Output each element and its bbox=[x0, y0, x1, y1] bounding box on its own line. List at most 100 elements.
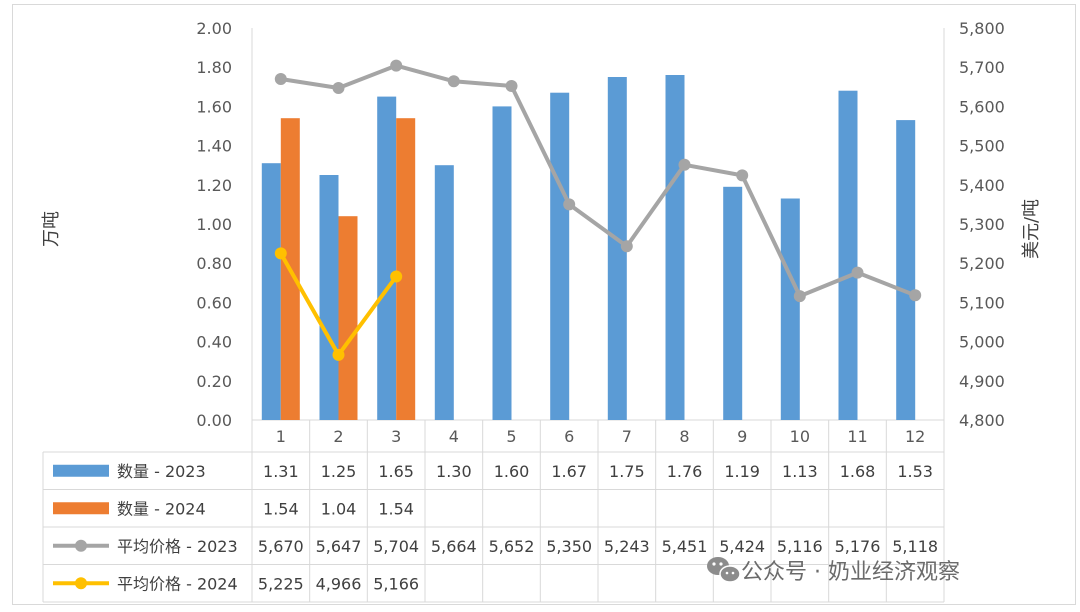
x-tick-label: 5 bbox=[506, 427, 516, 446]
point-price-2024 bbox=[274, 247, 287, 260]
data-label: 1.04 bbox=[321, 499, 357, 518]
bar-2023-month-8 bbox=[665, 75, 685, 420]
point-price-2023 bbox=[793, 290, 806, 303]
point-price-2023 bbox=[678, 158, 691, 171]
y-left-tick-label: 1.20 bbox=[196, 176, 232, 195]
data-label: 5,670 bbox=[258, 537, 304, 556]
y-left-tick-label: 1.80 bbox=[196, 58, 232, 77]
data-label: 1.53 bbox=[897, 462, 933, 481]
data-label: 1.13 bbox=[782, 462, 818, 481]
data-label: 5,166 bbox=[373, 574, 419, 593]
data-label: 5,118 bbox=[892, 537, 938, 556]
wechat-icon bbox=[707, 557, 741, 583]
bar-2023-month-9 bbox=[723, 186, 743, 420]
x-tick-label: 1 bbox=[276, 427, 286, 446]
bar-2023-month-12 bbox=[896, 120, 916, 420]
data-label: 5,647 bbox=[316, 537, 362, 556]
data-label: 1.60 bbox=[494, 462, 530, 481]
bar-2023-month-1 bbox=[261, 163, 281, 420]
data-label: 5,704 bbox=[373, 537, 419, 556]
y-left-tick-label: 1.00 bbox=[196, 215, 232, 234]
y-right-tick-label: 5,100 bbox=[959, 293, 1005, 312]
data-label: 1.31 bbox=[263, 462, 299, 481]
data-label: 1.25 bbox=[321, 462, 357, 481]
data-label: 5,243 bbox=[604, 537, 650, 556]
watermark: 公众号 · 奶业经济观察 bbox=[707, 557, 960, 585]
data-label: 5,652 bbox=[489, 537, 535, 556]
x-tick-label: 10 bbox=[790, 427, 810, 446]
data-label: 5,176 bbox=[835, 537, 881, 556]
chart-bars bbox=[261, 75, 916, 421]
legend-label: 数量 - 2024 bbox=[117, 499, 206, 518]
bar-2024-month-2 bbox=[338, 216, 358, 420]
bar-2023-month-4 bbox=[434, 165, 454, 420]
point-price-2023 bbox=[909, 289, 922, 302]
bar-2023-month-11 bbox=[838, 90, 858, 420]
x-tick-label: 6 bbox=[564, 427, 574, 446]
bar-2024-month-3 bbox=[396, 118, 416, 420]
data-label: 5,350 bbox=[546, 537, 592, 556]
legend-key-marker-price-2023 bbox=[75, 539, 87, 552]
point-price-2023 bbox=[447, 75, 460, 88]
point-price-2023 bbox=[563, 198, 576, 211]
line-price-2023 bbox=[280, 63, 916, 299]
data-label: 1.30 bbox=[436, 462, 472, 481]
x-tick-label: 7 bbox=[622, 427, 632, 446]
data-label: 1.67 bbox=[551, 462, 587, 481]
x-tick-label: 4 bbox=[449, 427, 459, 446]
chart-frame: 0.00 0.20 0.40 0.60 0.80 1.00 1.20 1.40 1.60 1.80… bbox=[12, 4, 1076, 605]
y-right-tick-label: 4,800 bbox=[959, 411, 1005, 430]
y-left-axis-title: 万吨 bbox=[41, 211, 62, 247]
data-label: 1.54 bbox=[378, 499, 414, 518]
x-tick-label: 9 bbox=[737, 427, 747, 446]
bar-2023-month-6 bbox=[550, 92, 570, 420]
x-tick-label: 11 bbox=[847, 427, 867, 446]
legend-key-qty-2024 bbox=[53, 502, 109, 515]
point-price-2024 bbox=[332, 348, 345, 361]
data-label: 4,966 bbox=[316, 574, 362, 593]
chart-gridlines bbox=[42, 28, 945, 603]
x-tick-label: 12 bbox=[905, 427, 925, 446]
legend-key-qty-2023 bbox=[53, 464, 109, 477]
data-label: 1.65 bbox=[378, 462, 414, 481]
y-right-tick-label: 5,000 bbox=[959, 333, 1005, 352]
chart-lines bbox=[274, 59, 922, 361]
y-right-tick-label: 5,600 bbox=[959, 97, 1005, 116]
bar-2023-month-7 bbox=[607, 77, 627, 420]
point-price-2023 bbox=[851, 266, 864, 279]
data-label: 5,225 bbox=[258, 574, 304, 593]
data-label: 5,424 bbox=[719, 537, 765, 556]
y-left-tick-label: 1.40 bbox=[196, 137, 232, 156]
data-label: 1.75 bbox=[609, 462, 645, 481]
y-right-tick-label: 5,300 bbox=[959, 215, 1005, 234]
point-price-2023 bbox=[620, 240, 633, 253]
legend-label: 数量 - 2023 bbox=[117, 462, 206, 481]
x-tick-label: 2 bbox=[333, 427, 343, 446]
y-left-tick-label: 0.00 bbox=[196, 411, 232, 430]
data-label: 5,664 bbox=[431, 537, 477, 556]
y-left-tick-label: 2.00 bbox=[196, 19, 232, 38]
watermark-text: 公众号 · 奶业经济观察 bbox=[741, 560, 960, 585]
data-label: 1.54 bbox=[263, 499, 299, 518]
bar-2023-month-3 bbox=[377, 96, 397, 420]
y-right-axis-title: 美元/吨 bbox=[1021, 199, 1042, 259]
y-right-tick-label: 5,400 bbox=[959, 176, 1005, 195]
x-tick-label: 8 bbox=[679, 427, 689, 446]
y-right-tick-label: 5,200 bbox=[959, 254, 1005, 273]
y-left-tick-label: 1.60 bbox=[196, 97, 232, 116]
bar-2023-month-10 bbox=[780, 198, 800, 420]
y-right-tick-label: 4,900 bbox=[959, 372, 1005, 391]
legend-label: 平均价格 - 2024 bbox=[117, 574, 238, 593]
data-label: 1.19 bbox=[724, 462, 760, 481]
point-price-2023 bbox=[736, 169, 749, 182]
y-right-tick-label: 5,800 bbox=[959, 19, 1005, 38]
point-price-2023 bbox=[274, 73, 287, 85]
point-price-2024 bbox=[390, 270, 403, 283]
data-label: 1.76 bbox=[667, 462, 703, 481]
y-left-tick-label: 0.80 bbox=[196, 254, 232, 273]
bar-2023-month-5 bbox=[492, 106, 512, 421]
data-label: 5,116 bbox=[777, 537, 823, 556]
legend-key-marker-price-2024 bbox=[75, 577, 87, 590]
legend-label: 平均价格 - 2023 bbox=[117, 537, 238, 556]
